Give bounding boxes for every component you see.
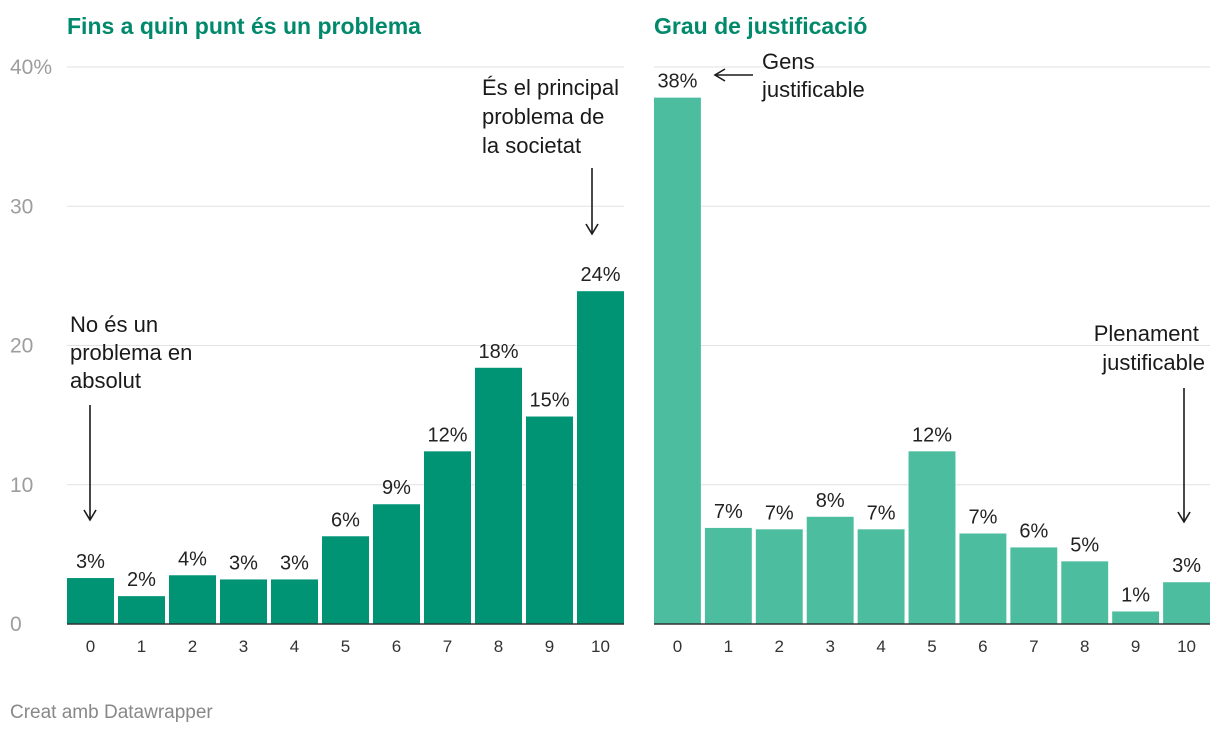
- annotation-not-justifiable-line1: Gens: [762, 49, 815, 74]
- panel2-x-tick-5: 5: [927, 637, 936, 656]
- y-tick-label: 0: [10, 613, 22, 636]
- annotation-not-justifiable-arrow: [713, 68, 753, 82]
- panel1-value-label-5: 6%: [331, 509, 360, 531]
- y-tick-label: 10: [10, 474, 33, 497]
- panel1-bar-9: [526, 416, 573, 624]
- panel2-bar-10: [1163, 582, 1210, 624]
- panel2-value-label-2: 7%: [765, 502, 794, 524]
- annotation-main-problem-line3: la societat: [482, 133, 581, 158]
- y-tick-label: 40%: [10, 56, 52, 79]
- panel1-value-label-8: 18%: [478, 341, 518, 363]
- y-axis-ticks: 0 10 20 30 40%: [10, 56, 52, 636]
- panel1-bar-6: [373, 504, 420, 624]
- panel2-x-tick-4: 4: [876, 637, 885, 656]
- panel1-x-tick-7: 7: [443, 637, 452, 656]
- annotation-fully-justifiable: Plenament justificable: [1094, 321, 1205, 375]
- panel2-value-label-9: 1%: [1121, 584, 1150, 606]
- panel2-bar-1: [704, 527, 752, 624]
- y-tick-label: 20: [10, 335, 33, 358]
- panel2-title: Grau de justificació: [654, 13, 867, 39]
- panel2-value-label-8: 5%: [1070, 534, 1099, 556]
- panel1-x-tick-5: 5: [341, 637, 350, 656]
- annotation-fully-justifiable-arrow: [1177, 388, 1191, 524]
- panel1-x-tick-3: 3: [239, 637, 248, 656]
- panel2-bar-8: [1061, 561, 1109, 624]
- panel1-x-tick-2: 2: [188, 637, 197, 656]
- panel1-bar-1: [118, 596, 165, 624]
- panel2-value-label-3: 8%: [816, 490, 845, 512]
- annotation-no-problem-arrow: [83, 405, 97, 522]
- panel1-bar-4: [271, 579, 318, 624]
- panel2-x-tick-3: 3: [825, 637, 834, 656]
- panel2-x-tick-2: 2: [775, 637, 784, 656]
- panel1-value-label-1: 2%: [127, 569, 156, 591]
- footer-credit: Creat amb Datawrapper: [10, 702, 213, 723]
- annotation-not-justifiable: Gens justificable: [761, 49, 865, 102]
- panel2-value-label-7: 6%: [1019, 520, 1048, 542]
- panel2-value-label-5: 12%: [912, 424, 952, 446]
- panel2-value-label-10: 3%: [1172, 555, 1201, 577]
- panel1-x-tick-1: 1: [137, 637, 146, 656]
- panel2-value-label-0: 38%: [657, 71, 697, 93]
- panel2-value-label-1: 7%: [714, 501, 743, 523]
- panel2-bars: 38% 0 7% 1 7% 2 8% 3 7% 4 12% 5 7% 6 6% 7 5% 8 1% 9 3% 10: [654, 71, 1210, 656]
- annotation-main-problem: És el principal problema de la societat: [482, 75, 625, 158]
- panel1-value-label-7: 12%: [427, 424, 467, 446]
- panel2-x-tick-8: 8: [1080, 637, 1089, 656]
- annotation-fully-justifiable-line1: Plenament: [1094, 321, 1199, 346]
- panel1-x-tick-6: 6: [392, 637, 401, 656]
- panel1-bar-10: [577, 291, 624, 624]
- panel2-x-tick-1: 1: [724, 637, 733, 656]
- panel1-bar-2: [169, 575, 216, 624]
- annotation-main-problem-line2: problema de: [482, 104, 604, 129]
- annotation-no-problem-line3: absolut: [70, 368, 141, 393]
- panel1-bar-0: [67, 578, 114, 624]
- annotation-no-problem-line1: No és un: [70, 312, 158, 337]
- annotation-main-problem-line1: És el principal: [482, 75, 619, 100]
- panel1-value-label-10: 24%: [580, 264, 620, 286]
- panel1-x-tick-0: 0: [86, 637, 95, 656]
- panel1-x-tick-9: 9: [545, 637, 554, 656]
- panel1-title: Fins a quin punt és un problema: [67, 13, 421, 39]
- panel2-x-tick-6: 6: [978, 637, 987, 656]
- panel1-x-tick-10: 10: [591, 637, 610, 656]
- annotation-main-problem-arrow: [585, 168, 599, 236]
- panel2-bar-4: [857, 529, 905, 624]
- panel1-value-label-3: 3%: [229, 552, 258, 574]
- panel1-value-label-9: 15%: [529, 390, 569, 412]
- annotation-no-problem-line2: problema en: [70, 340, 192, 365]
- gridlines: [67, 66, 1210, 486]
- panel2-x-tick-7: 7: [1029, 637, 1038, 656]
- panel1-bar-3: [220, 579, 267, 624]
- annotation-fully-justifiable-line2: justificable: [1101, 350, 1205, 375]
- panel2-bar-0: [654, 97, 701, 624]
- panel1-bar-8: [475, 367, 522, 624]
- panel1-bar-5: [322, 536, 369, 624]
- panel1-x-tick-4: 4: [290, 637, 299, 656]
- panel2-x-tick-0: 0: [673, 637, 682, 656]
- panel2-value-label-6: 7%: [968, 506, 997, 528]
- panel1-value-label-6: 9%: [382, 477, 411, 499]
- panel2-bar-5: [908, 451, 956, 624]
- panel2-bar-3: [806, 516, 854, 624]
- panel1-bars: 3% 0 2% 1 4% 2 3% 3 3% 4 6% 5 9% 6 12% 7 18% 8 15% 9 24% 10: [67, 264, 624, 656]
- annotation-not-justifiable-line2: justificable: [761, 77, 865, 102]
- annotation-no-problem: No és un problema en absolut: [70, 312, 198, 393]
- panel2-x-tick-10: 10: [1177, 637, 1196, 656]
- panel2-bar-6: [959, 533, 1007, 624]
- y-tick-label: 30: [10, 195, 33, 218]
- panel1-value-label-0: 3%: [76, 551, 105, 573]
- panel1-x-tick-8: 8: [494, 637, 503, 656]
- panel1-bar-7: [424, 451, 471, 624]
- panel1-value-label-4: 3%: [280, 552, 309, 574]
- panel2-value-label-4: 7%: [867, 502, 896, 524]
- panel2-bar-7: [1010, 547, 1058, 624]
- panel2-x-tick-9: 9: [1131, 637, 1140, 656]
- panel1-value-label-2: 4%: [178, 548, 207, 570]
- panel2-bar-2: [755, 529, 803, 624]
- panel2-bar-9: [1112, 611, 1160, 624]
